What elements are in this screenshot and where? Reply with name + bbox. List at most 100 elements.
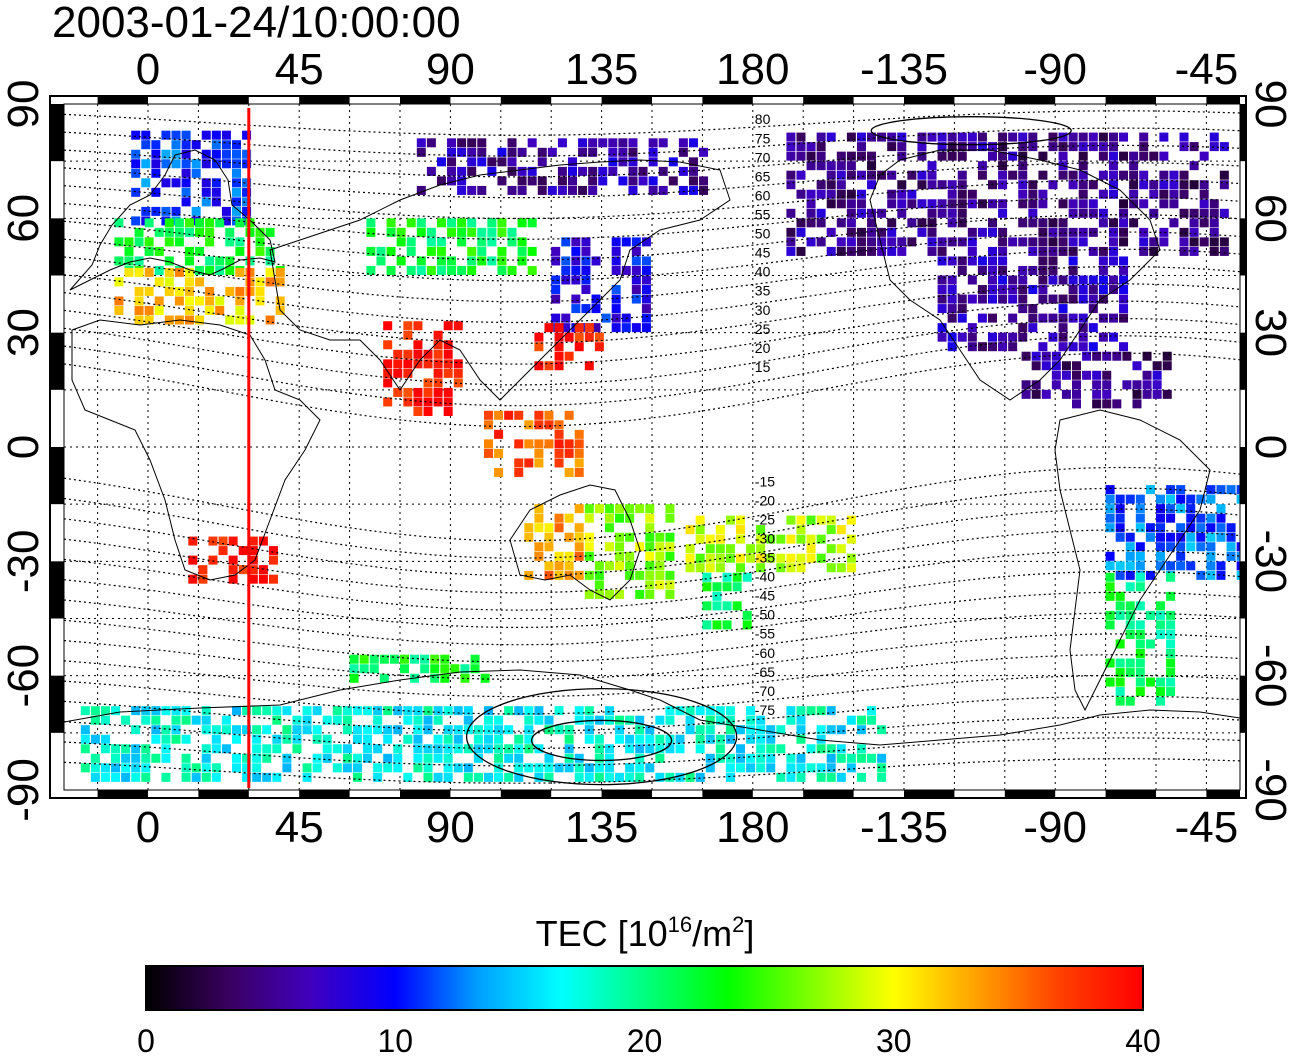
tec-cell: [134, 267, 144, 277]
tec-cell: [376, 246, 386, 256]
frame-tick-right: [1240, 561, 1246, 619]
tec-cell: [796, 142, 806, 152]
tec-cell: [645, 551, 655, 561]
tec-cell: [447, 157, 457, 167]
tec-cell: [715, 706, 725, 716]
tec-cell: [242, 763, 252, 773]
tec-cell: [467, 147, 477, 157]
frame-tick-right: [1240, 447, 1246, 505]
tec-cell: [1068, 170, 1078, 180]
tec-cell: [574, 706, 584, 716]
tec-cell: [732, 601, 742, 611]
tec-cell: [1196, 570, 1206, 580]
tec-cell: [457, 185, 467, 195]
tec-cell: [1119, 237, 1129, 247]
tec-cell: [544, 561, 554, 571]
tec-cell: [846, 753, 856, 763]
tec-cell: [917, 218, 927, 228]
tec-cell: [1132, 399, 1142, 409]
tec-cell: [1166, 677, 1176, 687]
tec-cell: [846, 189, 856, 199]
frame-ticks: [50, 96, 1246, 798]
tec-cell: [453, 706, 463, 716]
tec-cell: [786, 715, 796, 725]
tec-cell: [1078, 189, 1088, 199]
tec-cell: [635, 589, 645, 599]
tec-cell: [494, 429, 504, 439]
tec-cell: [235, 286, 245, 296]
coastlines: [64, 149, 1240, 746]
tec-cell: [1169, 218, 1179, 228]
tec-cell: [645, 504, 655, 514]
tec-cell: [927, 180, 937, 190]
tec-cell: [776, 744, 786, 754]
tec-cell: [1206, 513, 1216, 523]
tec-cell: [174, 218, 184, 228]
tec-cell: [1105, 572, 1115, 582]
tec-cell: [484, 715, 493, 725]
x-tick-label-bottom: 0: [136, 803, 160, 852]
tec-cell: [487, 218, 497, 228]
tec-cell: [568, 185, 577, 195]
frame-tick-top: [1004, 96, 1056, 104]
tec-cell: [564, 467, 574, 477]
tec-cell: [453, 321, 463, 331]
tec-cell: [1189, 142, 1199, 152]
tec-cell: [235, 237, 245, 247]
tec-cell: [826, 563, 836, 573]
tec-cell: [141, 159, 151, 169]
tec-cell: [211, 197, 221, 207]
tec-cell: [1068, 265, 1078, 275]
tec-cell: [1196, 523, 1206, 533]
tec-cell: [1068, 199, 1078, 209]
tec-cell: [111, 763, 121, 773]
tec-cell: [312, 725, 322, 735]
tec-cell: [1072, 399, 1081, 409]
tec-cell: [867, 753, 877, 763]
tec-cell: [534, 439, 544, 449]
tec-cell: [433, 734, 443, 744]
tec-cell: [581, 265, 591, 275]
tec-cell: [436, 246, 446, 256]
tec-cell: [393, 725, 403, 735]
x-tick-label-top: -135: [860, 45, 948, 94]
tec-cell: [201, 772, 211, 782]
tec-cell: [393, 387, 403, 397]
tec-cell: [90, 715, 100, 725]
tec-cell: [1159, 189, 1169, 199]
tec-cell: [1166, 494, 1176, 504]
tec-cell: [527, 166, 537, 176]
tec-cell: [1135, 551, 1145, 561]
tec-cell: [114, 218, 124, 228]
tec-cell: [658, 185, 668, 195]
tec-cell: [433, 349, 443, 359]
tec-cell: [413, 725, 423, 735]
tec-cell: [544, 523, 554, 533]
tec-cell: [796, 246, 806, 256]
tec-cell: [856, 199, 866, 209]
tec-cell: [1078, 294, 1088, 304]
tec-cell: [1105, 504, 1115, 514]
tec-cell: [1068, 237, 1078, 247]
contour-label: -20: [755, 492, 775, 508]
frame-tick-left: [50, 447, 64, 505]
tec-cell: [1108, 227, 1118, 237]
frame-tick-top: [1105, 96, 1156, 104]
tec-cell: [255, 277, 265, 287]
tec-cell: [826, 132, 836, 142]
tec-cell: [1135, 639, 1145, 649]
tec-cell: [1088, 323, 1098, 333]
tec-cell: [584, 589, 594, 599]
tec-cell: [1236, 561, 1240, 571]
tec-cell: [655, 542, 665, 552]
tec-cell: [1132, 389, 1142, 399]
tec-cell: [1139, 132, 1149, 142]
tec-cell: [756, 563, 766, 573]
tec-cell: [1139, 246, 1149, 256]
tec-cell: [1088, 275, 1098, 285]
contour-label: 40: [755, 264, 771, 280]
contour-ring: [530, 719, 673, 762]
tec-cell: [275, 296, 285, 306]
tec-cell: [225, 227, 235, 237]
tec-cell: [1119, 227, 1129, 237]
